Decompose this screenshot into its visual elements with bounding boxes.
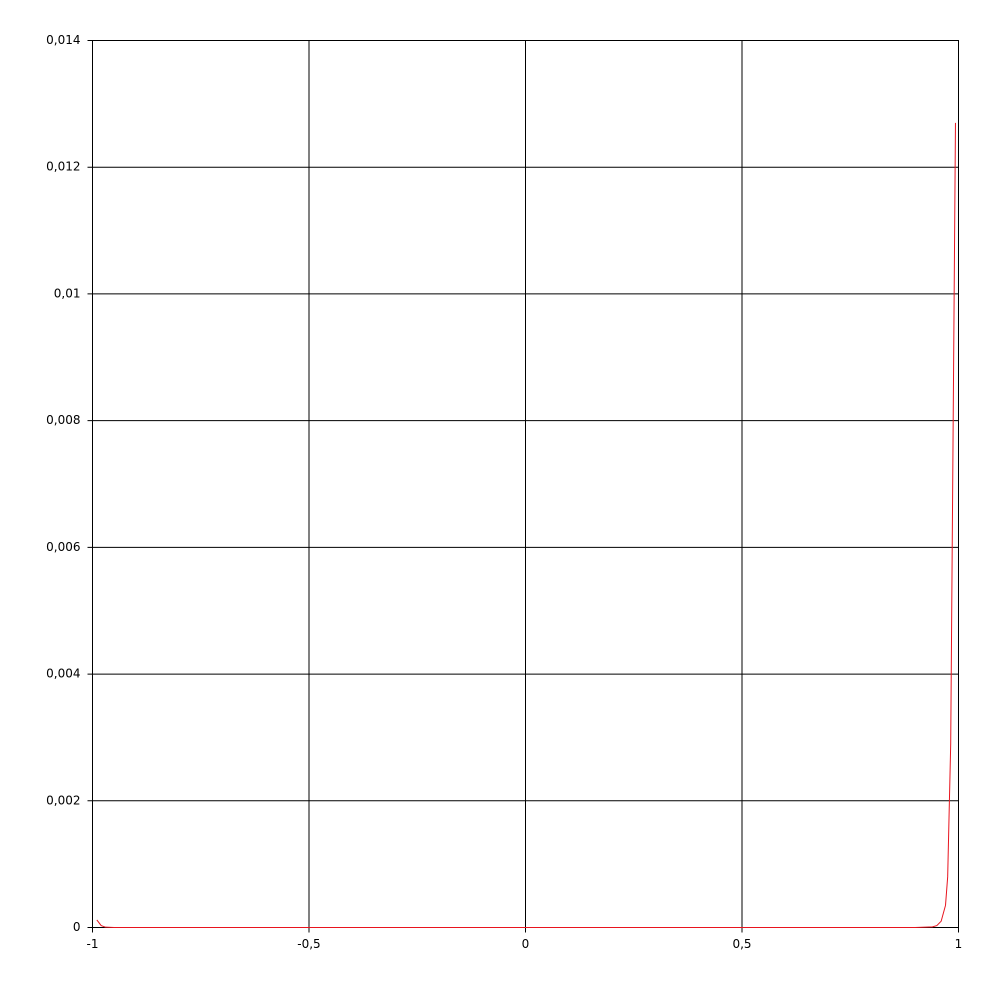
y-tick-label: 0,01: [54, 286, 81, 300]
x-tick-label: -1: [87, 937, 99, 951]
y-tick-label: 0,008: [46, 413, 80, 427]
y-tick-label: 0,004: [46, 667, 80, 681]
x-tick-label: -0,5: [297, 937, 320, 951]
y-tick-label: 0,006: [46, 540, 80, 554]
y-tick-label: 0,002: [46, 793, 80, 807]
x-tick-label: 0: [522, 937, 530, 951]
y-tick-label: 0,012: [46, 160, 80, 174]
y-tick-label: 0,014: [46, 33, 80, 47]
y-tick-label: 0: [73, 920, 81, 934]
data-line: [96, 122, 956, 928]
x-tick-label: 1: [955, 937, 963, 951]
x-tick-label: 0,5: [732, 937, 751, 951]
